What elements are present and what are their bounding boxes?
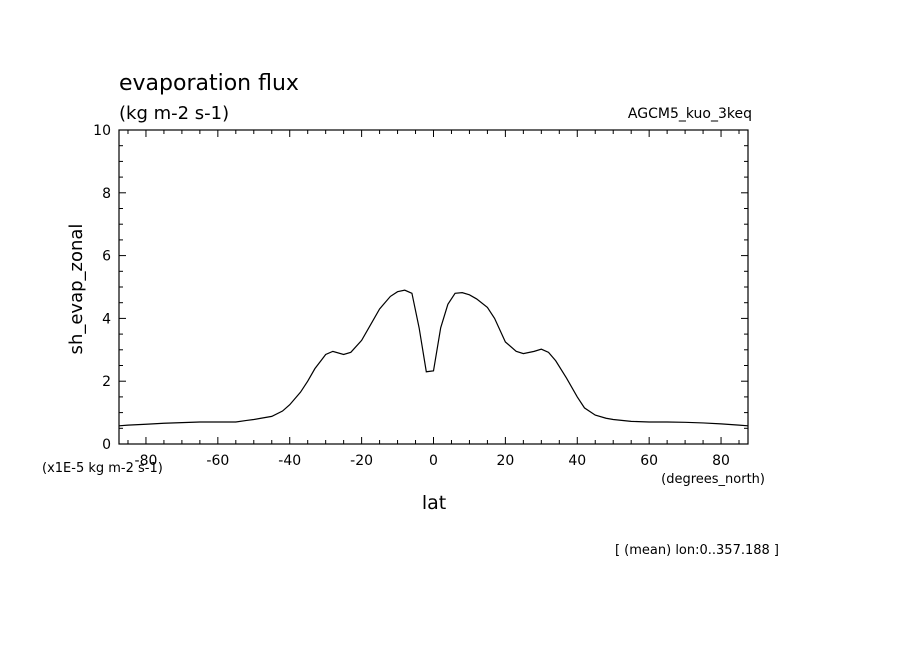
- x-tick-label: 20: [496, 453, 514, 469]
- y-tick-label: 0: [102, 437, 111, 453]
- series-line-sh-evap-zonal: [118, 289, 749, 427]
- x-tick-label: -60: [206, 453, 229, 469]
- x-units-label: (degrees_north): [661, 472, 765, 487]
- chart-title: evaporation flux: [119, 71, 299, 96]
- x-tick-label: 40: [568, 453, 586, 469]
- model-label: AGCM5_kuo_3keq: [628, 106, 752, 122]
- x-tick-label: -80: [135, 453, 158, 469]
- y-tick-label: 10: [93, 123, 111, 139]
- x-axis-label: lat: [422, 492, 446, 514]
- x-axis-ticks: [127, 130, 740, 444]
- y-tick-label: 2: [102, 374, 111, 390]
- x-tick-label: -20: [350, 453, 373, 469]
- y-tick-label: 8: [102, 186, 111, 202]
- plot-frame: [118, 129, 749, 445]
- y-scale-note: (x1E-5 kg m-2 s-1): [42, 461, 163, 476]
- x-tick-label: 80: [712, 453, 730, 469]
- x-tick-label: 60: [640, 453, 658, 469]
- y-axis-label: sh_evap_zonal: [66, 224, 87, 355]
- y-tick-label: 4: [102, 311, 111, 327]
- y-tick-label: 6: [102, 249, 111, 265]
- y-axis-tick-labels: 0 2 4 6 8 10: [93, 123, 111, 453]
- x-axis-tick-labels: -80 -60 -40 -20 0 20 40 60 80: [135, 453, 730, 469]
- x-tick-label: -40: [278, 453, 301, 469]
- chart-subtitle: (kg m-2 s-1): [119, 103, 229, 124]
- footer-note: [ (mean) lon:0..357.188 ]: [615, 543, 779, 558]
- x-tick-label: 0: [429, 453, 438, 469]
